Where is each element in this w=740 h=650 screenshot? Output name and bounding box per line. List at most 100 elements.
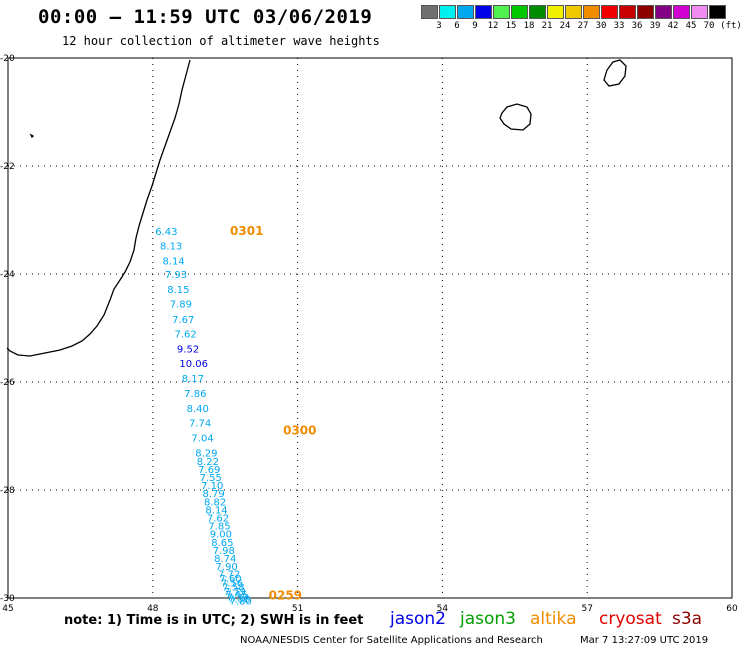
swh-value: 7.04 xyxy=(191,434,213,445)
swh-value: 7.85 xyxy=(208,522,230,533)
y-tick-label: -28 xyxy=(0,486,15,496)
madagascar-coastline xyxy=(6,59,191,357)
swh-value: 7.69 xyxy=(198,465,220,476)
track-times: 0301 0300 0259 xyxy=(230,224,316,602)
color-swatch xyxy=(457,5,474,19)
x-tick-label: 54 xyxy=(437,604,449,614)
timestamp: Mar 7 13:27:09 UTC 2019 xyxy=(580,635,709,646)
swh-value: 7.89 xyxy=(170,300,192,311)
x-tick-label: 51 xyxy=(292,604,303,614)
color-scale-label: 45 xyxy=(685,21,697,31)
color-scale-label: 3 xyxy=(436,21,442,31)
swh-value: 7.10 xyxy=(201,481,223,492)
pass-time-label: 0301 xyxy=(230,224,263,238)
color-scale-label: 27 xyxy=(577,21,589,31)
pass-time-label: 0259 xyxy=(269,588,302,602)
swh-value: 7.56 xyxy=(221,578,243,589)
swh-value: 7.79 xyxy=(224,587,246,598)
islet xyxy=(29,133,35,139)
swh-value: 8.14 xyxy=(162,257,184,268)
coastline xyxy=(6,59,627,357)
color-swatch xyxy=(709,5,726,19)
swh-value: 8.74 xyxy=(214,554,236,565)
color-scale-label: 70 xyxy=(703,21,715,31)
color-scale-label: 30 xyxy=(595,21,607,31)
swh-value: 7.39 xyxy=(227,592,249,603)
x-tick-label: 57 xyxy=(581,604,592,614)
color-swatch xyxy=(421,5,438,19)
swh-value: 8.65 xyxy=(211,538,233,549)
swh-value: 7.80 xyxy=(230,597,252,608)
legend-s3a: s3a xyxy=(672,609,703,629)
y-tick-label: -24 xyxy=(0,270,15,280)
footer-note: note: 1) Time is in UTC; 2) SWH is in fe… xyxy=(64,613,364,628)
color-swatch xyxy=(637,5,654,19)
swh-value: 7.62 xyxy=(175,329,197,340)
swh-value: 7.74 xyxy=(189,419,211,430)
map-frame xyxy=(7,57,733,599)
swh-value: 8.13 xyxy=(160,241,182,252)
swh-value: 7.86 xyxy=(184,389,206,400)
swh-value: 8.79 xyxy=(203,489,225,500)
color-scale-label: 39 xyxy=(649,21,661,31)
y-tick-label: -26 xyxy=(0,378,15,388)
legend-jason3: jason3 xyxy=(460,609,516,629)
color-swatch xyxy=(565,5,582,19)
swh-value: 7.58 xyxy=(222,583,244,594)
color-swatch xyxy=(439,5,456,19)
x-tick-labels: 45 48 51 54 57 60 xyxy=(2,604,738,614)
swh-value: 7.38 xyxy=(228,595,250,606)
color-scale-unit: (ft) xyxy=(720,21,740,31)
swh-value: 7.62 xyxy=(207,514,229,525)
swh-value: 7.72 xyxy=(218,570,240,581)
swh-value: 10.06 xyxy=(179,359,208,370)
y-tick-label: -30 xyxy=(0,594,15,604)
color-swatch xyxy=(601,5,618,19)
color-scale-label: 12 xyxy=(487,21,499,31)
legend-jason2: jason2 xyxy=(390,609,446,629)
swh-value: 8.17 xyxy=(182,374,204,385)
color-scale-labels: 3 6 9 12 15 18 21 24 27 30 33 36 39 42 45 70 (ft) xyxy=(421,19,740,33)
swh-value: 8.15 xyxy=(167,285,189,296)
color-scale-label: 15 xyxy=(505,21,517,31)
color-scale-label: 24 xyxy=(559,21,571,31)
swh-observations: 6.43 8.13 8.14 7.93 8.15 7.89 7.67 7.62 9.52 10.0… xyxy=(155,227,252,608)
y-tick-label: -22 xyxy=(0,162,15,172)
color-scale-label: 21 xyxy=(541,21,553,31)
y-tick-labels: -20 -22 -24 -26 -28 -30 xyxy=(0,54,15,604)
x-tick-label: 60 xyxy=(726,604,738,614)
color-scale-label: 6 xyxy=(454,21,460,31)
color-swatch xyxy=(547,5,564,19)
swh-value: 8.29 xyxy=(195,449,217,460)
credit-text: NOAA/NESDIS Center for Satellite Applica… xyxy=(240,635,543,646)
color-scale-swatches xyxy=(421,5,727,19)
color-swatch xyxy=(691,5,708,19)
x-tick-label: 48 xyxy=(147,604,159,614)
color-swatch xyxy=(655,5,672,19)
color-swatch xyxy=(673,5,690,19)
color-scale-label: 18 xyxy=(523,21,535,31)
swh-value: 7.67 xyxy=(172,315,194,326)
color-swatch xyxy=(475,5,492,19)
swh-value: 8.14 xyxy=(205,505,227,516)
map-grid xyxy=(7,57,733,599)
color-swatch xyxy=(493,5,510,19)
color-scale-label: 33 xyxy=(613,21,625,31)
swh-value: 8.40 xyxy=(187,404,209,415)
subtitle: 12 hour collection of altimeter wave hei… xyxy=(62,34,380,48)
legend-altika: altika xyxy=(530,609,577,629)
color-scale-label: 42 xyxy=(667,21,679,31)
swh-value: 9.00 xyxy=(210,530,232,541)
x-tick-label: 45 xyxy=(2,604,13,614)
swh-value: 7.45 xyxy=(225,590,247,601)
mauritius-island xyxy=(603,59,627,87)
swh-value: 7.90 xyxy=(216,562,238,573)
swh-value: 7.98 xyxy=(213,546,235,557)
swh-value: 8.22 xyxy=(197,457,219,468)
swh-value: 8.82 xyxy=(204,497,226,508)
reunion-island xyxy=(499,103,532,131)
pass-time-label: 0300 xyxy=(283,424,316,438)
color-swatch xyxy=(583,5,600,19)
color-swatch xyxy=(511,5,528,19)
y-tick-label: -20 xyxy=(0,54,15,64)
